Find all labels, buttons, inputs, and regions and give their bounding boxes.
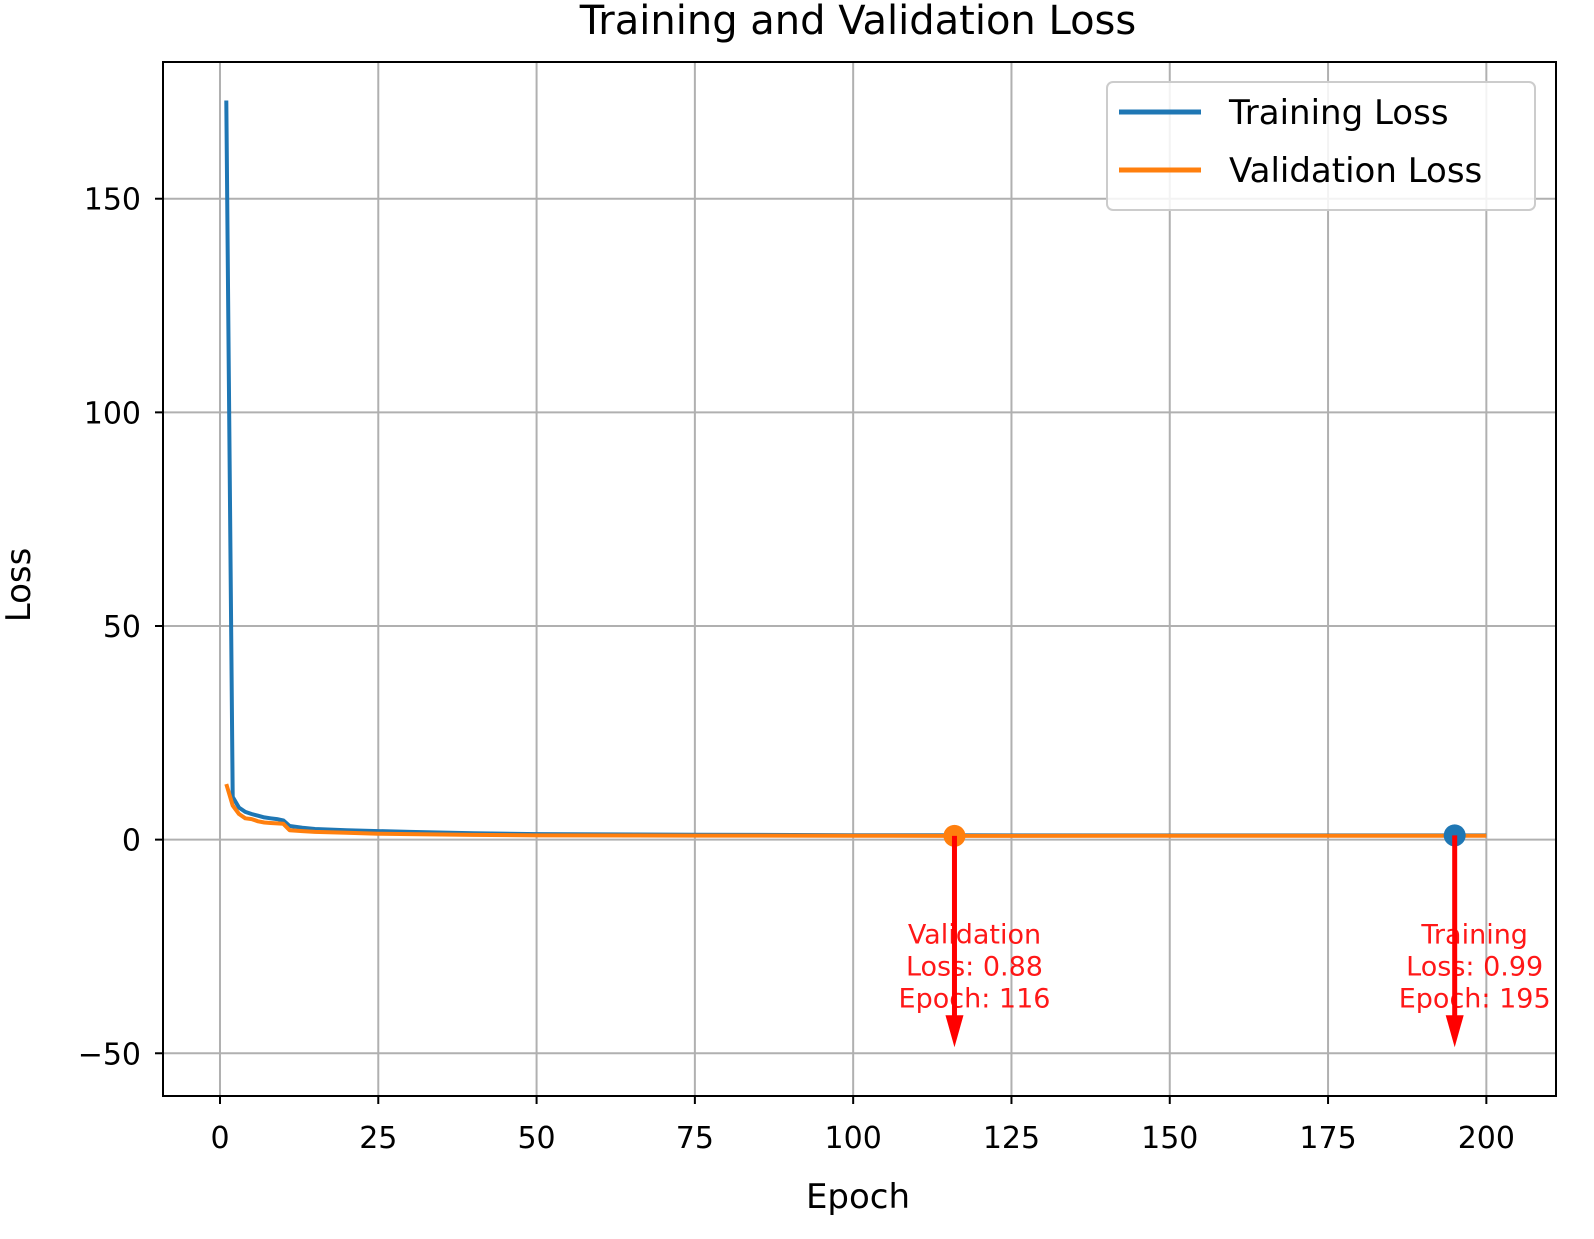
y-tick-label: −50 (78, 1037, 141, 1072)
y-tick-label: 150 (84, 183, 141, 218)
x-tick-label: 50 (517, 1121, 555, 1156)
x-tick-label: 25 (359, 1121, 397, 1156)
legend-entry-label: Validation Loss (1229, 151, 1482, 191)
x-tick-label: 100 (825, 1121, 882, 1156)
x-axis-ticks: 0 25 50 75 100 125 150 175 200 (210, 1096, 1515, 1156)
annotation-label-line: Training (1420, 919, 1528, 950)
chart-title: Training and Validation Loss (579, 0, 1136, 44)
series-lines (224, 100, 1487, 838)
annotation-label-line: Epoch: 116 (899, 983, 1051, 1014)
plot-frame (162, 61, 1557, 1097)
x-tick-label: 0 (210, 1121, 229, 1156)
x-tick-label: 200 (1458, 1121, 1515, 1156)
annotation-arrow-head (945, 1015, 964, 1048)
y-tick-label: 100 (84, 396, 141, 431)
legend-box (1106, 81, 1536, 211)
y-tick-label: 50 (103, 610, 141, 645)
annotation-label-line: Loss: 0.88 (906, 951, 1043, 982)
y-axis-label: Loss (0, 548, 39, 623)
y-tick-label: 0 (122, 824, 141, 859)
annotation-label-line: Loss: 0.99 (1406, 951, 1543, 982)
annotation-label-line: Validation (908, 919, 1041, 950)
annotation-arrow-head (1445, 1015, 1464, 1048)
x-tick-label: 125 (983, 1121, 1040, 1156)
x-axis-label: Epoch (806, 1177, 910, 1217)
annotation-label-line: Epoch: 195 (1399, 983, 1551, 1014)
series-line-validation-loss (224, 783, 1487, 838)
grid-lines (163, 62, 1556, 1096)
x-tick-label: 150 (1141, 1121, 1198, 1156)
x-tick-label: 175 (1299, 1121, 1356, 1156)
x-tick-label: 75 (676, 1121, 714, 1156)
legend-entry-label: Training Loss (1228, 93, 1449, 133)
y-axis-ticks: −50 0 50 100 150 (78, 183, 163, 1072)
legend: Training Loss Validation Loss (1106, 81, 1536, 211)
